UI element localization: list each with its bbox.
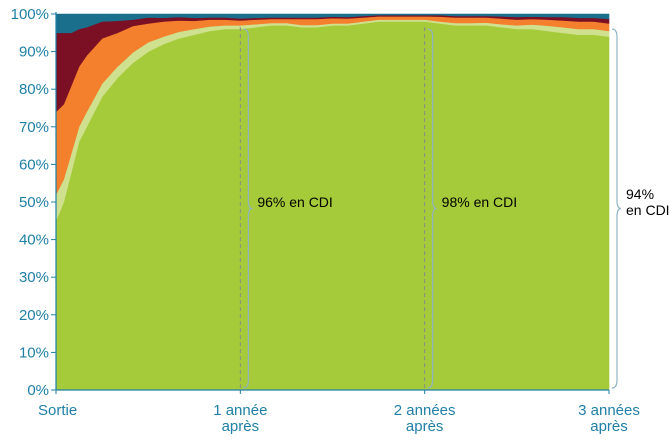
- x-tick-label-line: après: [406, 418, 444, 435]
- y-tick-label: 100%: [11, 6, 49, 23]
- x-tick-label: 2 années après: [394, 402, 456, 435]
- x-tick-label-line: 1 année: [213, 402, 267, 419]
- y-tick-label: 50%: [19, 194, 49, 211]
- annotation-label-line: 96% en CDI: [257, 194, 332, 210]
- x-tick-label: Sortie: [38, 402, 77, 419]
- x-tick-label-line: Sortie: [38, 402, 77, 419]
- annotation-label-line: en CDI: [626, 202, 670, 218]
- x-tick-label-line: 3 années: [578, 402, 640, 419]
- x-tick-label-line: après: [222, 418, 260, 435]
- annotation-label-3: 94% en CDI: [626, 186, 670, 218]
- y-tick-label: 80%: [19, 81, 49, 98]
- y-tick-label: 10%: [19, 344, 49, 361]
- y-tick-label: 20%: [19, 307, 49, 324]
- annotation-label-2: 98% en CDI: [442, 194, 517, 210]
- x-tick-label: 3 années après: [578, 402, 640, 435]
- area-series-group: [55, 13, 610, 391]
- y-tick-label: 90%: [19, 44, 49, 61]
- annotation-label-line: 94%: [626, 186, 654, 202]
- bracket-1: [243, 28, 253, 389]
- y-tick-label: 70%: [19, 119, 49, 136]
- y-tick-label: 0%: [27, 382, 49, 399]
- annotation-label-1: 96% en CDI: [257, 194, 332, 210]
- y-tick-label: 60%: [19, 156, 49, 173]
- y-tick-label: 40%: [19, 232, 49, 249]
- area-series-5: [55, 13, 610, 34]
- x-tick-label-line: 2 années: [394, 402, 456, 419]
- bracket-3: [611, 28, 622, 389]
- axes: [51, 12, 610, 394]
- y-tick-labels: 0% 10% 20% 30% 40% 50% 60% 70% 80% 90% 100%: [11, 6, 49, 399]
- x-tick-label: 1 année après: [213, 402, 267, 435]
- annotations: 96% en CDI 98% en CDI 94% en CDI: [257, 186, 669, 218]
- x-tick-label-line: après: [590, 418, 628, 435]
- annotation-label-line: 98% en CDI: [442, 194, 517, 210]
- y-tick-label: 30%: [19, 269, 49, 286]
